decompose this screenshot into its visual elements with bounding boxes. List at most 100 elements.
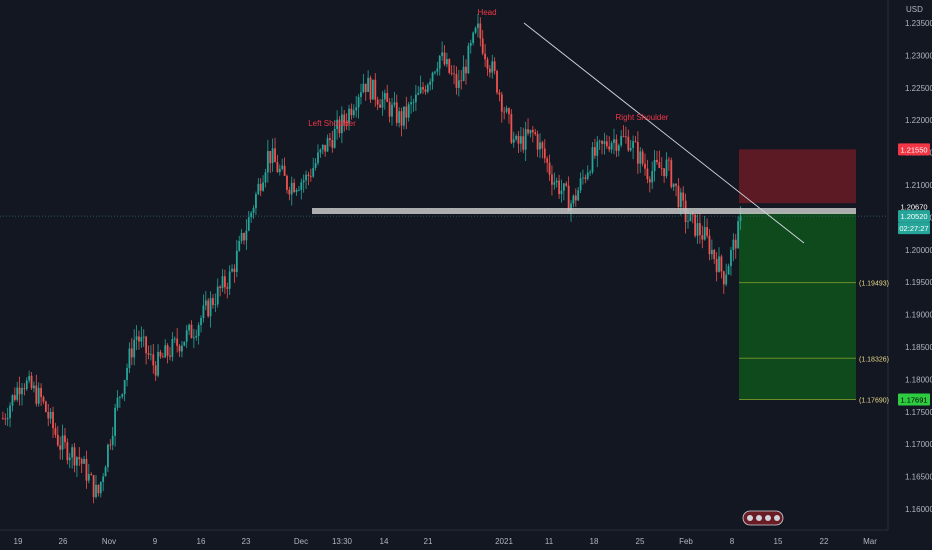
currency-label: USD xyxy=(906,5,923,14)
countdown-tag: 02:27:27 xyxy=(899,224,928,233)
candle-body xyxy=(357,96,360,108)
candle-body xyxy=(636,142,639,164)
candle-body xyxy=(515,135,518,140)
candle-body xyxy=(627,136,630,151)
candle-body xyxy=(243,233,245,241)
candle-body xyxy=(429,81,432,85)
candle-body xyxy=(672,183,675,187)
candle-body xyxy=(61,435,64,450)
candle-body xyxy=(527,129,529,134)
candle-body xyxy=(121,394,124,397)
candle-body xyxy=(13,395,16,400)
candle-body xyxy=(114,407,116,436)
x-tick-label: 2021 xyxy=(495,537,513,546)
logo-dot xyxy=(747,515,753,521)
candle-body xyxy=(682,192,685,201)
candle-body xyxy=(209,298,212,317)
candle-body xyxy=(462,66,465,82)
candle-body xyxy=(200,318,202,326)
y-tick-label: 1.21000 xyxy=(905,181,932,190)
candle-body xyxy=(517,135,520,144)
candle-body xyxy=(663,168,666,177)
candle-body xyxy=(668,159,670,161)
candle-body xyxy=(228,271,231,289)
candle-body xyxy=(398,111,401,123)
candle-body xyxy=(393,102,396,105)
candle-body xyxy=(622,136,625,137)
candle-body xyxy=(307,174,310,176)
candle-body xyxy=(44,401,47,412)
candle-body xyxy=(78,457,81,460)
candle-body xyxy=(391,104,393,117)
candle-body xyxy=(21,388,23,395)
candle-body xyxy=(632,141,634,148)
candle-body xyxy=(25,380,28,390)
candle-body xyxy=(610,143,613,150)
candle-body xyxy=(2,418,4,420)
candle-body xyxy=(154,365,157,376)
candle-body xyxy=(345,122,348,124)
candle-body xyxy=(737,221,740,249)
logo-pill xyxy=(742,510,784,526)
candle-body xyxy=(52,411,54,429)
candle-body xyxy=(438,55,441,69)
candle-body xyxy=(152,354,155,366)
candle-body xyxy=(293,182,296,193)
candle-body xyxy=(219,286,222,289)
candle-body xyxy=(197,325,200,336)
candle-body xyxy=(204,300,207,306)
candle-body xyxy=(455,74,458,88)
candle-body xyxy=(436,68,439,72)
candle-body xyxy=(522,136,525,150)
candle-body xyxy=(441,52,444,56)
logo-dot xyxy=(756,515,762,521)
candle-body xyxy=(546,158,549,163)
right-shoulder-annotation: Right Shoulder xyxy=(616,113,669,122)
candle-body xyxy=(16,387,19,400)
candle-body xyxy=(245,230,248,241)
candle-body xyxy=(615,139,618,151)
candle-body xyxy=(305,174,307,181)
candle-body xyxy=(543,148,546,159)
candle-body xyxy=(336,119,338,129)
x-tick-label: 21 xyxy=(424,537,433,546)
candle-body xyxy=(319,149,322,153)
candle-body xyxy=(355,107,358,111)
candle-body xyxy=(133,339,136,358)
candle-body xyxy=(288,189,291,195)
target-label: (1.17690) xyxy=(859,397,889,404)
candle-body xyxy=(118,396,121,398)
candle-body xyxy=(551,174,553,185)
y-tick-label: 1.20000 xyxy=(905,246,932,255)
candle-body xyxy=(617,145,620,151)
x-axis: 19 26 Nov 9 16 23 Dec 13:30 14 21 2021 11 18 25 Feb 8 15… xyxy=(14,537,878,546)
candle-body xyxy=(403,106,405,126)
candle-body xyxy=(572,195,575,204)
candle-body xyxy=(257,183,260,195)
candle-body xyxy=(76,457,78,466)
candle-body xyxy=(574,195,577,201)
candle-body xyxy=(465,66,467,74)
candle-body xyxy=(333,128,336,148)
trade-zones: (1.19493) (1.18326) (1.17690) xyxy=(739,149,889,404)
candle-body xyxy=(226,287,229,289)
candle-body xyxy=(558,180,560,195)
candle-body xyxy=(300,182,303,190)
candle-body xyxy=(128,348,131,369)
candle-body xyxy=(703,227,706,240)
candle-body xyxy=(665,159,668,177)
candle-body xyxy=(679,192,682,208)
candle-body xyxy=(68,457,71,461)
candle-body xyxy=(224,276,226,288)
candle-body xyxy=(47,411,50,419)
candle-body xyxy=(231,268,233,272)
candle-body xyxy=(565,183,568,186)
candle-body xyxy=(453,73,455,75)
last-price-tag: 1.20520 xyxy=(900,212,927,221)
candle-body xyxy=(431,72,434,82)
candle-body xyxy=(92,475,95,497)
candle-body xyxy=(395,102,398,123)
candle-body xyxy=(691,213,694,215)
candle-body xyxy=(410,102,412,105)
